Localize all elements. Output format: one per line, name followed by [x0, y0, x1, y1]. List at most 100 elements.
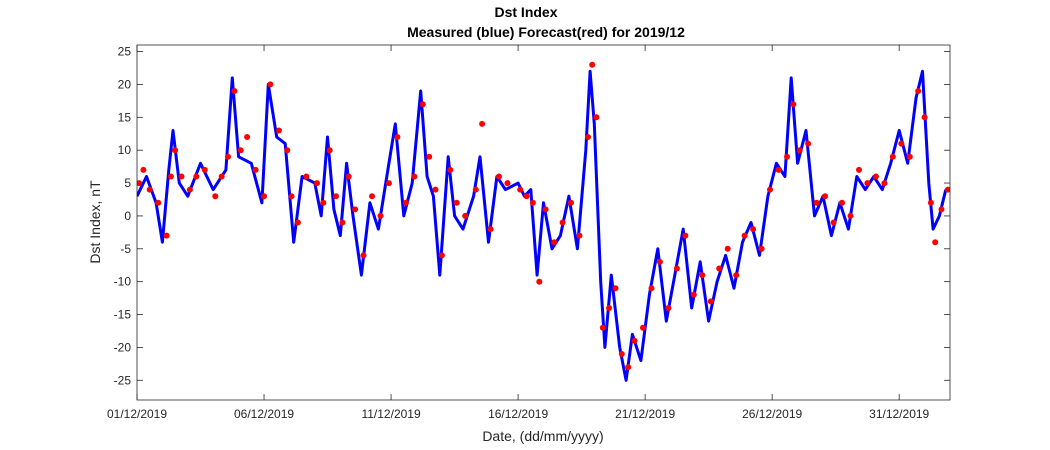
forecast-point	[320, 199, 327, 206]
forecast-point	[775, 166, 782, 173]
forecast-point	[585, 134, 591, 140]
series-layer	[137, 61, 950, 382]
y-tick-label: -20	[114, 340, 132, 354]
forecast-point	[275, 127, 282, 134]
forecast-point	[419, 101, 426, 108]
forecast-point	[932, 239, 939, 246]
forecast-point	[839, 199, 845, 206]
forecast-point	[707, 298, 714, 305]
forecast-point	[589, 61, 596, 68]
forecast-point	[231, 88, 238, 94]
forecast-point	[927, 199, 934, 206]
forecast-point	[699, 272, 706, 279]
forecast-point	[741, 232, 748, 239]
forecast-point	[606, 305, 613, 311]
forecast-point	[822, 193, 829, 200]
forecast-point	[487, 226, 494, 233]
forecast-point	[612, 285, 619, 292]
forecast-point	[551, 239, 558, 246]
forecast-point	[767, 186, 773, 193]
y-axis-label: Dst Index, nT	[87, 180, 103, 264]
forecast-point	[640, 324, 646, 331]
forecast-point	[267, 81, 274, 88]
x-tick-label: 21/12/2019	[615, 407, 675, 421]
forecast-point	[369, 193, 375, 200]
measured-series-line	[137, 69, 948, 382]
forecast-point	[212, 193, 219, 200]
forecast-point	[625, 364, 632, 371]
y-tick-label: -10	[114, 275, 132, 289]
forecast-point	[140, 166, 147, 173]
forecast-point	[864, 180, 871, 187]
forecast-point	[137, 180, 143, 187]
x-tick-label: 26/12/2019	[742, 407, 802, 421]
forecast-point	[758, 245, 765, 252]
forecast-point	[178, 173, 185, 180]
forecast-point	[252, 166, 259, 173]
forecast-point	[339, 219, 346, 226]
forecast-point	[542, 206, 549, 213]
forecast-point	[294, 219, 301, 226]
forecast-point	[146, 186, 153, 193]
forecast-point	[261, 193, 267, 200]
forecast-point	[716, 265, 723, 272]
forecast-point	[472, 186, 479, 193]
y-tick-label: -5	[120, 242, 131, 256]
forecast-point	[326, 147, 333, 154]
forecast-point	[186, 186, 193, 193]
forecast-point	[155, 199, 162, 206]
forecast-point	[796, 147, 803, 154]
forecast-point	[750, 226, 757, 233]
forecast-point	[504, 180, 511, 187]
forecast-point	[631, 337, 638, 344]
forecast-point	[915, 88, 922, 94]
forecast-point	[193, 173, 200, 180]
forecast-point	[536, 278, 543, 285]
forecast-point	[218, 173, 225, 180]
forecast-point	[172, 147, 179, 154]
forecast-point	[453, 199, 460, 206]
forecast-point	[288, 193, 295, 200]
y-tick-label: 25	[118, 45, 132, 59]
x-axis-label: Date, (dd/mm/yyyy)	[482, 428, 603, 444]
forecast-point	[411, 173, 418, 180]
y-tick-label: 20	[118, 77, 132, 91]
forecast-point	[889, 153, 896, 160]
forecast-point	[167, 173, 174, 180]
forecast-point	[523, 193, 530, 200]
x-tick-label: 16/12/2019	[488, 407, 548, 421]
forecast-point	[426, 153, 433, 160]
forecast-point	[432, 186, 439, 193]
forecast-point	[599, 324, 606, 331]
y-tick-label: 0	[124, 209, 131, 223]
forecast-point	[830, 219, 837, 226]
forecast-point	[438, 252, 445, 259]
forecast-point	[462, 212, 469, 219]
forecast-point	[733, 272, 740, 279]
forecast-point	[479, 120, 486, 127]
forecast-point	[333, 193, 339, 200]
forecast-point	[682, 232, 689, 239]
forecast-point	[517, 186, 524, 193]
forecast-point	[656, 258, 663, 265]
forecast-point	[576, 232, 583, 239]
forecast-point	[352, 206, 359, 213]
forecast-point	[881, 180, 888, 187]
y-tick-label: -15	[114, 308, 132, 322]
plot-frame	[136, 44, 951, 401]
forecast-point	[690, 291, 697, 298]
forecast-point	[402, 199, 409, 206]
y-tick-label: 10	[118, 143, 132, 157]
forecast-point	[856, 166, 862, 173]
x-axis: 01/12/2019 06/12/2019 11/12/2019 16/12/2019…	[107, 45, 930, 421]
x-tick-label: 31/12/2019	[869, 407, 929, 421]
forecast-point	[314, 180, 320, 187]
y-tick-label: 5	[124, 176, 131, 190]
forecast-point	[921, 114, 928, 121]
forecast-point	[813, 199, 820, 206]
forecast-point	[201, 166, 208, 173]
forecast-point	[648, 285, 655, 292]
y-tick-label: 15	[118, 110, 132, 124]
forecast-point	[559, 219, 566, 226]
forecast-point	[790, 101, 797, 108]
